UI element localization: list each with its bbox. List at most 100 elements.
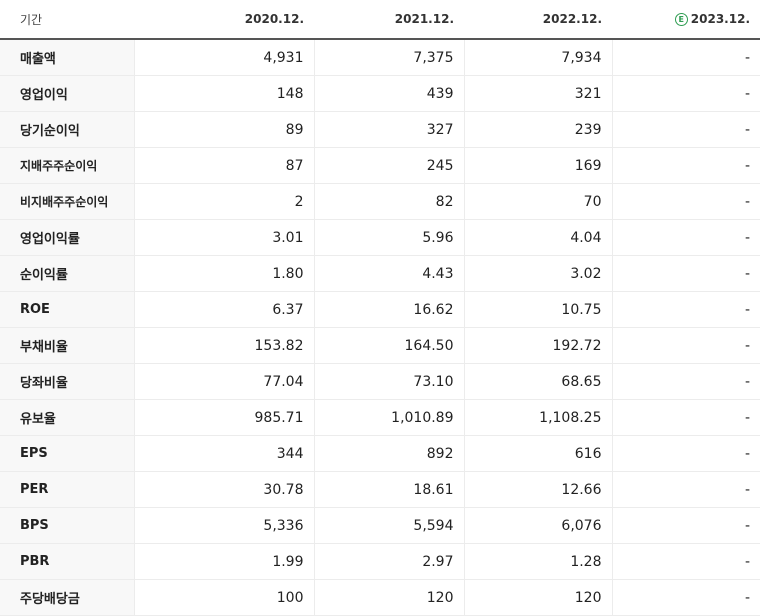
cell-2021: 16.62 (313, 291, 464, 328)
header-row: 기간 2020.12. 2021.12. 2022.12. E 2023.12. (0, 0, 760, 40)
table-row: PBR 1.99 2.97 1.28 - (0, 543, 760, 580)
estimate-badge-icon: E (674, 13, 688, 26)
cell-2021: 439 (313, 75, 464, 112)
cell-2021: 5.96 (313, 219, 464, 256)
cell-2022: 1.28 (463, 543, 612, 580)
cell-2023: - (611, 291, 760, 328)
row-label: 영업이익 (0, 75, 134, 112)
table-row: 유보율 985.71 1,010.89 1,108.25 - (0, 399, 760, 436)
cell-2022: 1,108.25 (463, 399, 612, 436)
row-label: 지배주주순이익 (0, 147, 134, 184)
row-label: 비지배주주순이익 (0, 183, 134, 220)
cell-2020: 89 (133, 111, 314, 148)
period-2023-label: 2023.12. (690, 12, 750, 26)
table-row: 비지배주주순이익 2 82 70 - (0, 183, 760, 220)
cell-2023: - (611, 507, 760, 544)
table-row: 주당배당금 100 120 120 - (0, 579, 760, 616)
cell-2021: 245 (313, 147, 464, 184)
cell-2022: 169 (463, 147, 612, 184)
cell-2020: 2 (133, 183, 314, 220)
cell-2020: 87 (133, 147, 314, 184)
cell-2021: 164.50 (313, 327, 464, 364)
cell-2021: 120 (313, 579, 464, 616)
cell-2023: - (611, 39, 760, 76)
table-row: 당좌비율 77.04 73.10 68.65 - (0, 363, 760, 400)
table-row: PER 30.78 18.61 12.66 - (0, 471, 760, 508)
table-row: 영업이익 148 439 321 - (0, 75, 760, 112)
row-label: 유보율 (0, 399, 134, 436)
cell-2023: - (611, 75, 760, 112)
row-label: 당기순이익 (0, 111, 134, 148)
cell-2023: - (611, 435, 760, 472)
cell-2022: 68.65 (463, 363, 612, 400)
cell-2022: 4.04 (463, 219, 612, 256)
cell-2023: - (611, 363, 760, 400)
table-row: EPS 344 892 616 - (0, 435, 760, 472)
table-row: BPS 5,336 5,594 6,076 - (0, 507, 760, 544)
cell-2020: 77.04 (133, 363, 314, 400)
period-2020: 2020.12. (134, 0, 314, 40)
cell-2020: 1.99 (133, 543, 314, 580)
cell-2022: 3.02 (463, 255, 612, 292)
row-label: PER (0, 471, 134, 508)
cell-2022: 7,934 (463, 39, 612, 76)
cell-2021: 82 (313, 183, 464, 220)
cell-2023: - (611, 543, 760, 580)
row-label: 부채비율 (0, 327, 134, 364)
cell-2023: - (611, 255, 760, 292)
period-2023-estimate: E 2023.12. (612, 0, 760, 40)
cell-2022: 120 (463, 579, 612, 616)
table-row: ROE 6.37 16.62 10.75 - (0, 291, 760, 328)
row-label: 매출액 (0, 39, 134, 76)
period-2021: 2021.12. (314, 0, 464, 40)
cell-2020: 4,931 (133, 39, 314, 76)
cell-2021: 73.10 (313, 363, 464, 400)
cell-2023: - (611, 183, 760, 220)
cell-2023: - (611, 111, 760, 148)
table-row: 순이익률 1.80 4.43 3.02 - (0, 255, 760, 292)
cell-2021: 5,594 (313, 507, 464, 544)
cell-2022: 10.75 (463, 291, 612, 328)
cell-2020: 148 (133, 75, 314, 112)
cell-2023: - (611, 147, 760, 184)
row-label: 영업이익률 (0, 219, 134, 256)
cell-2021: 892 (313, 435, 464, 472)
period-2022: 2022.12. (464, 0, 612, 40)
cell-2020: 985.71 (133, 399, 314, 436)
cell-2020: 1.80 (133, 255, 314, 292)
cell-2020: 153.82 (133, 327, 314, 364)
cell-2023: - (611, 579, 760, 616)
cell-2022: 6,076 (463, 507, 612, 544)
row-label: ROE (0, 291, 134, 328)
cell-2020: 5,336 (133, 507, 314, 544)
row-label: 주당배당금 (0, 579, 134, 616)
cell-2022: 12.66 (463, 471, 612, 508)
cell-2023: - (611, 219, 760, 256)
cell-2021: 1,010.89 (313, 399, 464, 436)
cell-2023: - (611, 471, 760, 508)
cell-2021: 327 (313, 111, 464, 148)
table-row: 부채비율 153.82 164.50 192.72 - (0, 327, 760, 364)
table-row: 당기순이익 89 327 239 - (0, 111, 760, 148)
row-label: EPS (0, 435, 134, 472)
row-label: 순이익률 (0, 255, 134, 292)
cell-2020: 3.01 (133, 219, 314, 256)
row-label: 당좌비율 (0, 363, 134, 400)
cell-2021: 7,375 (313, 39, 464, 76)
table-row: 지배주주순이익 87 245 169 - (0, 147, 760, 184)
cell-2020: 100 (133, 579, 314, 616)
cell-2022: 70 (463, 183, 612, 220)
cell-2020: 344 (133, 435, 314, 472)
row-label: PBR (0, 543, 134, 580)
cell-2022: 321 (463, 75, 612, 112)
table-row: 매출액 4,931 7,375 7,934 - (0, 39, 760, 76)
cell-2021: 4.43 (313, 255, 464, 292)
cell-2021: 18.61 (313, 471, 464, 508)
period-header-label: 기간 (0, 0, 134, 40)
cell-2022: 192.72 (463, 327, 612, 364)
cell-2023: - (611, 399, 760, 436)
table-row: 영업이익률 3.01 5.96 4.04 - (0, 219, 760, 256)
cell-2020: 6.37 (133, 291, 314, 328)
cell-2020: 30.78 (133, 471, 314, 508)
